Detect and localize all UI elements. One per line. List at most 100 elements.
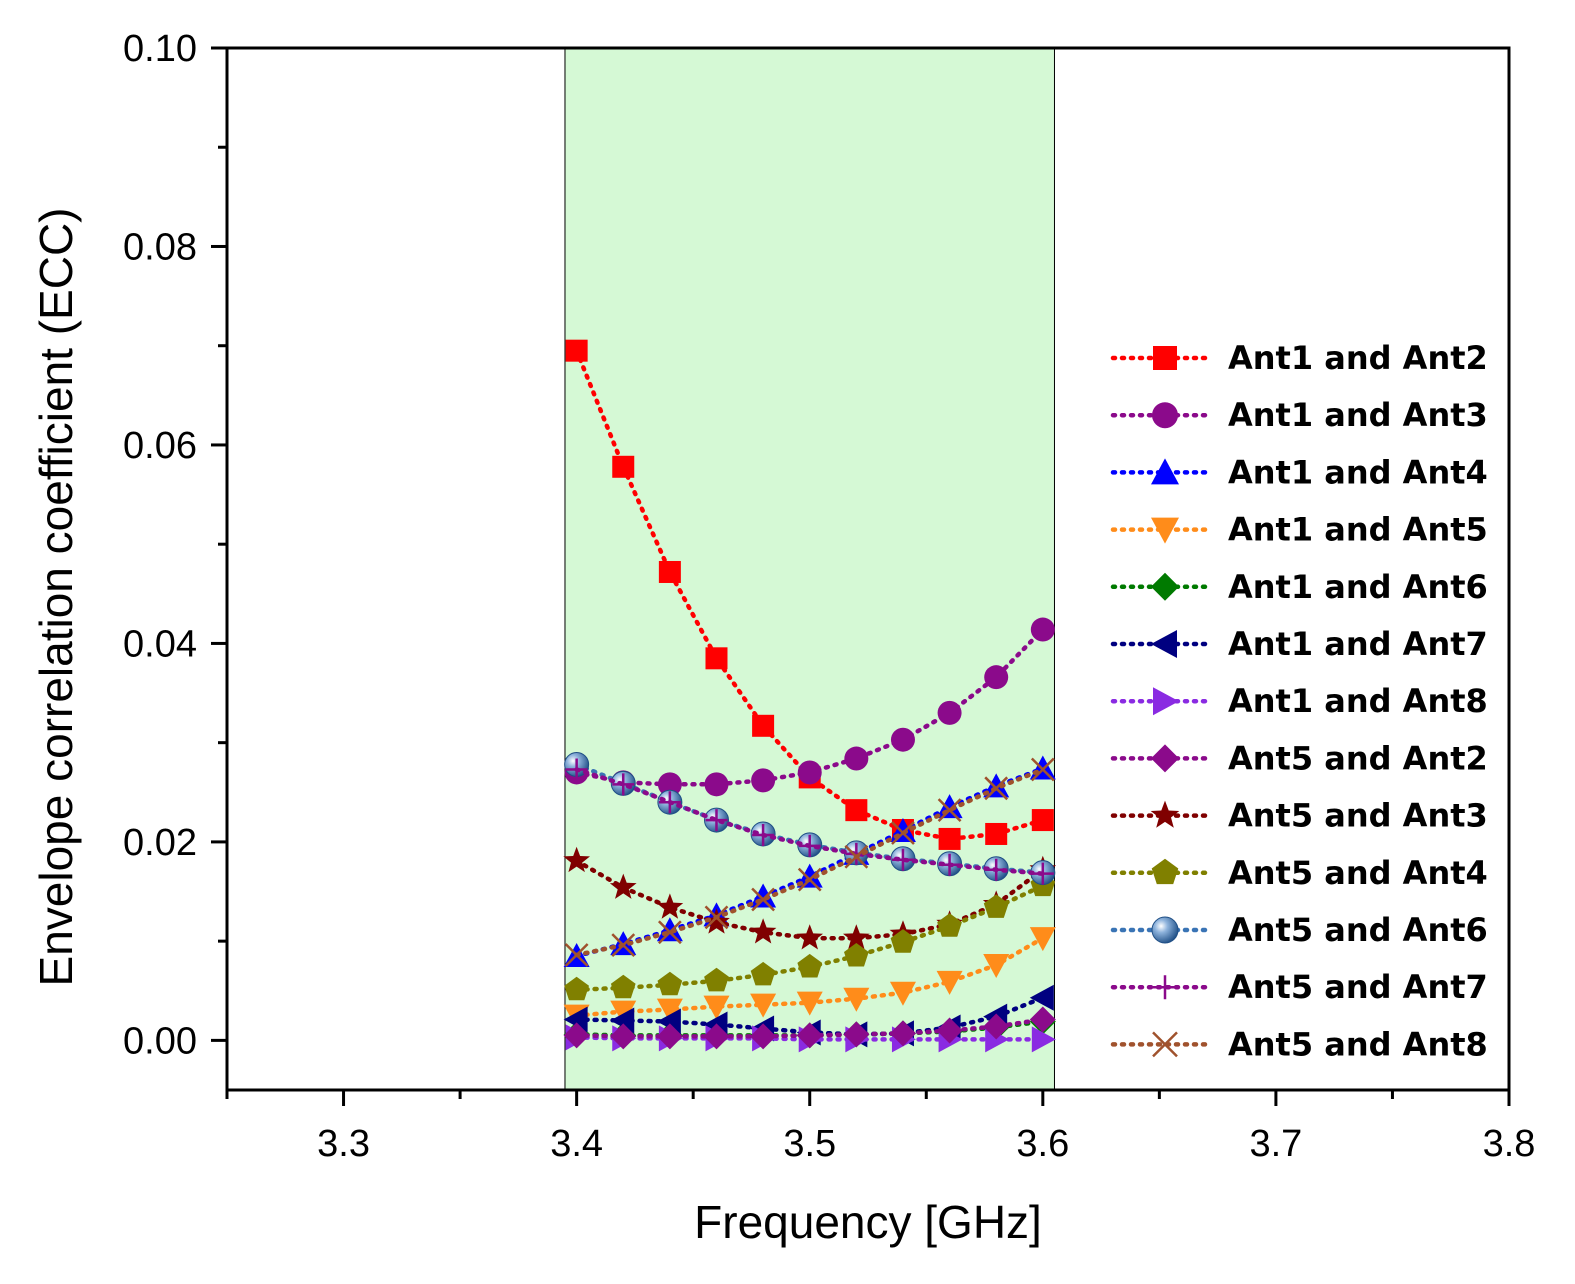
y-tick-label: 0.06 (123, 425, 197, 467)
data-point (890, 929, 916, 953)
data-point (563, 1006, 588, 1033)
legend-marker (1151, 572, 1179, 601)
legend-item: Ant5 and Ant4 (1110, 854, 1488, 892)
y-tick-label: 0.04 (123, 623, 197, 665)
data-point (843, 1021, 870, 1048)
legend-item: Ant1 and Ant8 (1110, 682, 1488, 720)
legend-marker (1151, 744, 1179, 773)
data-point (612, 773, 635, 796)
legend-item: Ant1 and Ant3 (1110, 396, 1488, 434)
legend-label: Ant5 and Ant6 (1228, 911, 1488, 949)
legend-item: Ant5 and Ant7 (1110, 968, 1488, 1006)
legend-item: Ant1 and Ant4 (1110, 453, 1488, 491)
data-point (750, 961, 776, 986)
legend-item: Ant1 and Ant6 (1110, 568, 1488, 606)
legend-label: Ant1 and Ant3 (1228, 396, 1488, 434)
data-point (984, 665, 1009, 690)
data-point (656, 1008, 681, 1035)
data-point (751, 768, 776, 793)
data-point (563, 1022, 590, 1049)
legend-label: Ant5 and Ant7 (1228, 968, 1488, 1006)
data-point (891, 848, 914, 871)
data-point (658, 560, 681, 583)
legend-item: Ant5 and Ant3 (1110, 797, 1488, 835)
data-point (1031, 862, 1054, 885)
data-point (1029, 927, 1056, 952)
data-point (1029, 1006, 1056, 1033)
data-point (796, 924, 823, 950)
data-point (1029, 984, 1054, 1011)
legend-label: Ant5 and Ant4 (1228, 854, 1488, 892)
data-point (937, 700, 962, 725)
data-point (936, 970, 963, 995)
data-point (796, 991, 823, 1016)
legend: Ant1 and Ant2 Ant1 and Ant3 Ant1 and Ant4 A… (1110, 339, 1488, 1063)
legend-label: Ant1 and Ant4 (1228, 453, 1488, 491)
data-point (752, 714, 775, 737)
data-point (1031, 1026, 1056, 1053)
data-point (983, 1013, 1010, 1040)
legend-marker (1152, 402, 1178, 429)
y-tick-label: 0.00 (123, 1020, 197, 1062)
data-point (611, 933, 636, 957)
data-point (704, 905, 729, 930)
data-point (703, 1023, 730, 1050)
data-point (797, 953, 823, 978)
data-point (705, 647, 728, 670)
data-point (656, 1023, 683, 1050)
data-point (610, 974, 636, 999)
data-point (889, 981, 916, 1006)
data-point (656, 893, 684, 919)
data-point (983, 894, 1009, 918)
data-point (797, 867, 822, 892)
legend-item: Ant5 and Ant6 (1110, 911, 1488, 949)
legend-marker (1153, 975, 1177, 1000)
data-point (796, 863, 823, 888)
legend-label: Ant1 and Ant6 (1228, 568, 1488, 606)
y-axis-title: Envelope correlation coefficient (ECC) (30, 208, 82, 987)
x-tick-label: 3.4 (550, 1123, 603, 1165)
series-ant5-and-ant4 (564, 872, 1056, 1001)
data-point (936, 1017, 963, 1044)
plot-frame (225, 46, 1511, 1092)
legend-item: Ant5 and Ant2 (1110, 739, 1488, 777)
data-point (844, 844, 869, 869)
data-point (798, 834, 821, 857)
data-point (889, 1020, 916, 1047)
data-point (983, 953, 1010, 978)
data-point (703, 995, 730, 1020)
data-point (612, 455, 635, 478)
legend-label: Ant5 and Ant2 (1228, 739, 1488, 777)
legend-marker (1153, 687, 1179, 716)
data-point (985, 822, 1008, 845)
data-point (657, 920, 682, 945)
data-point (938, 827, 961, 850)
legend-marker (1152, 1031, 1178, 1058)
legend-label: Ant5 and Ant3 (1228, 797, 1488, 835)
series-ant5-and-ant2 (563, 1006, 1056, 1050)
y-tick-label: 0.02 (123, 822, 197, 864)
data-point (565, 339, 588, 362)
data-point (609, 873, 637, 899)
data-point (938, 853, 961, 876)
data-point (610, 1023, 637, 1050)
data-point (610, 1007, 635, 1034)
data-point (844, 943, 869, 967)
data-point (750, 993, 777, 1018)
data-point (751, 887, 775, 912)
data-point (564, 976, 589, 1001)
x-axis-title: Frequency [GHz] (694, 1196, 1042, 1248)
data-point (752, 823, 775, 846)
data-point (1030, 757, 1055, 782)
legend-label: Ant5 and Ant8 (1228, 1025, 1488, 1063)
legend-marker (1151, 517, 1179, 544)
legend-label: Ant1 and Ant7 (1228, 625, 1488, 663)
y-tick-label: 0.10 (123, 28, 197, 70)
x-tick-label: 3.8 (1483, 1123, 1536, 1165)
series-ant5-and-ant8 (564, 757, 1055, 967)
legend-item: Ant1 and Ant5 (1110, 511, 1488, 549)
data-point (705, 809, 728, 832)
data-point (983, 773, 1010, 798)
data-point (704, 967, 729, 992)
